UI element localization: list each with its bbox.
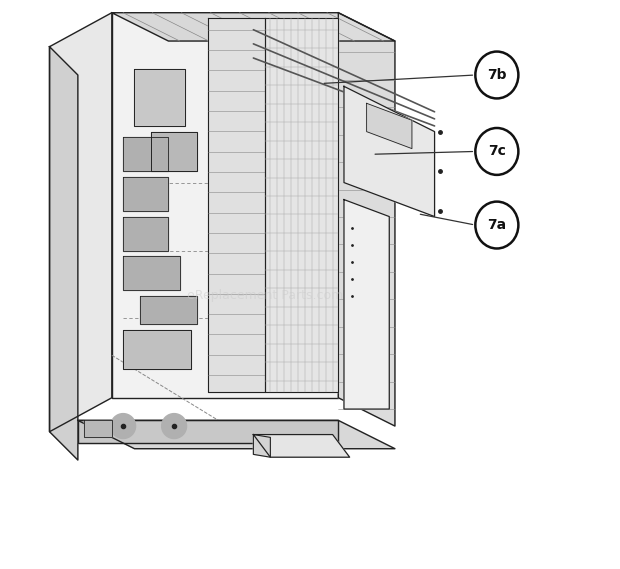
Polygon shape bbox=[208, 18, 265, 392]
Polygon shape bbox=[50, 13, 112, 432]
Text: 7c: 7c bbox=[488, 145, 506, 158]
Polygon shape bbox=[254, 435, 270, 457]
Polygon shape bbox=[123, 256, 180, 290]
Polygon shape bbox=[84, 420, 112, 438]
Polygon shape bbox=[344, 86, 435, 217]
Polygon shape bbox=[123, 217, 169, 250]
Circle shape bbox=[162, 414, 187, 439]
Polygon shape bbox=[135, 69, 185, 126]
Polygon shape bbox=[265, 18, 339, 392]
Polygon shape bbox=[123, 137, 169, 171]
Polygon shape bbox=[123, 177, 169, 211]
Polygon shape bbox=[112, 13, 395, 41]
Polygon shape bbox=[344, 200, 389, 409]
Polygon shape bbox=[339, 13, 395, 426]
Polygon shape bbox=[78, 420, 339, 443]
Polygon shape bbox=[78, 420, 395, 449]
Text: eReplacement Parts.com: eReplacement Parts.com bbox=[187, 289, 343, 302]
Polygon shape bbox=[50, 47, 78, 460]
Text: 7a: 7a bbox=[487, 218, 507, 232]
Polygon shape bbox=[254, 435, 350, 457]
Polygon shape bbox=[151, 131, 197, 171]
Polygon shape bbox=[123, 330, 191, 369]
Text: 7b: 7b bbox=[487, 68, 507, 82]
Polygon shape bbox=[112, 13, 339, 398]
Polygon shape bbox=[140, 296, 197, 324]
Circle shape bbox=[111, 414, 136, 439]
Polygon shape bbox=[366, 104, 412, 149]
